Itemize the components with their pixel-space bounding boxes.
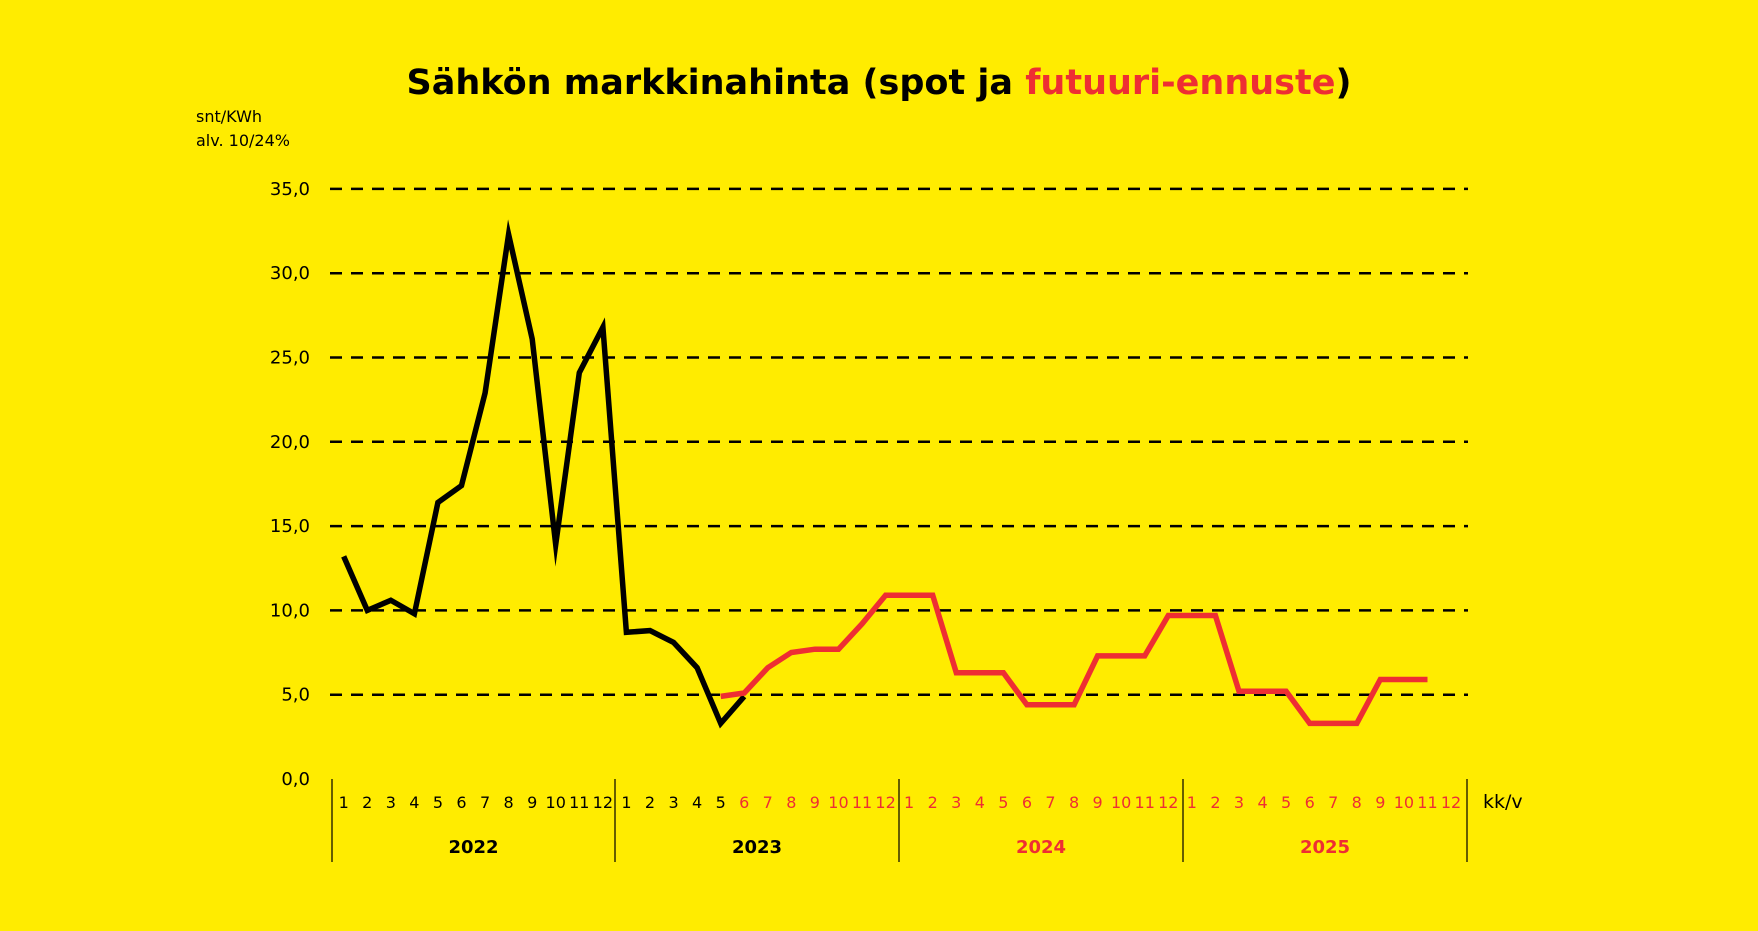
x-tick-label: 2 — [362, 793, 372, 812]
x-tick-label: 2 — [1210, 793, 1220, 812]
x-tick-label: 12 — [1441, 793, 1461, 812]
x-tick-label: 12 — [593, 793, 613, 812]
y-axis-unit-label: snt/KWh — [196, 107, 262, 126]
x-tick-label: 1 — [621, 793, 631, 812]
y-axis-vat-label: alv. 10/24% — [196, 131, 290, 150]
x-tick-label: 8 — [1069, 793, 1079, 812]
chart-title-highlight: futuuri-ennuste — [1025, 63, 1335, 103]
x-tick-label: 3 — [668, 793, 678, 812]
series-lines — [341, 219, 1428, 729]
x-tick-label: 6 — [1022, 793, 1032, 812]
year-label: 2025 — [1300, 837, 1350, 858]
y-tick-label: 15,0 — [270, 516, 310, 537]
x-tick-label: 5 — [716, 793, 726, 812]
y-tick-label: 30,0 — [270, 263, 310, 284]
x-tick-label: 2 — [928, 793, 938, 812]
x-tick-label: 11 — [1417, 793, 1437, 812]
x-tick-label: 8 — [786, 793, 796, 812]
x-tick-label: 12 — [875, 793, 895, 812]
x-tick-label: 9 — [1093, 793, 1103, 812]
x-tick-label: 3 — [951, 793, 961, 812]
y-tick-label: 25,0 — [270, 348, 310, 369]
y-tick-label: 5,0 — [281, 685, 310, 706]
x-tick-label: 6 — [739, 793, 749, 812]
x-tick-label: 11 — [569, 793, 589, 812]
year-label: 2024 — [1016, 837, 1066, 858]
x-tick-label: 10 — [1394, 793, 1414, 812]
x-tick-label: 7 — [1328, 793, 1338, 812]
y-tick-label: 10,0 — [270, 600, 310, 621]
x-tick-label: 3 — [386, 793, 396, 812]
x-axis-label: kk/v — [1483, 791, 1523, 813]
x-tick-label: 7 — [763, 793, 773, 812]
x-tick-label: 1 — [1187, 793, 1197, 812]
x-tick-label: 9 — [1375, 793, 1385, 812]
y-axis-ticks: 0,0 5,0 10,0 15,0 20,0 25,0 30,0 35,0 — [270, 179, 310, 790]
y-tick-label: 20,0 — [270, 432, 310, 453]
chart-title-prefix: Sähkön markkinahinta (spot ja — [407, 63, 1026, 103]
year-label: 2023 — [732, 837, 782, 858]
x-tick-label: 6 — [1305, 793, 1315, 812]
x-tick-label: 4 — [692, 793, 702, 812]
spot-series-line — [341, 219, 747, 729]
x-tick-label: 7 — [480, 793, 490, 812]
chart-title-suffix: ) — [1335, 63, 1351, 103]
x-tick-label: 4 — [1257, 793, 1267, 812]
x-tick-label: 9 — [810, 793, 820, 812]
x-tick-label: 1 — [904, 793, 914, 812]
x-tick-label: 9 — [527, 793, 537, 812]
y-tick-label: 0,0 — [281, 769, 310, 790]
x-tick-label: 11 — [852, 793, 872, 812]
x-tick-label: 2 — [645, 793, 655, 812]
x-tick-label: 4 — [975, 793, 985, 812]
x-tick-label: 8 — [504, 793, 514, 812]
gridlines — [330, 187, 1468, 696]
x-tick-label: 11 — [1135, 793, 1155, 812]
year-label: 2022 — [448, 837, 498, 858]
x-tick-label: 10 — [828, 793, 848, 812]
y-tick-label: 35,0 — [270, 179, 310, 200]
x-tick-label: 12 — [1158, 793, 1178, 812]
x-tick-label: 4 — [409, 793, 419, 812]
x-tick-label: 7 — [1045, 793, 1055, 812]
x-tick-label: 8 — [1352, 793, 1362, 812]
forecast-series-line — [720, 592, 1428, 727]
x-tick-label: 6 — [456, 793, 466, 812]
chart-title: Sähkön markkinahinta (spot ja futuuri-en… — [407, 63, 1352, 103]
x-tick-label: 3 — [1234, 793, 1244, 812]
x-tick-label: 1 — [339, 793, 349, 812]
x-tick-label: 5 — [998, 793, 1008, 812]
x-tick-label: 10 — [546, 793, 566, 812]
x-tick-label: 5 — [433, 793, 443, 812]
x-tick-label: 5 — [1281, 793, 1291, 812]
x-tick-label: 10 — [1111, 793, 1131, 812]
